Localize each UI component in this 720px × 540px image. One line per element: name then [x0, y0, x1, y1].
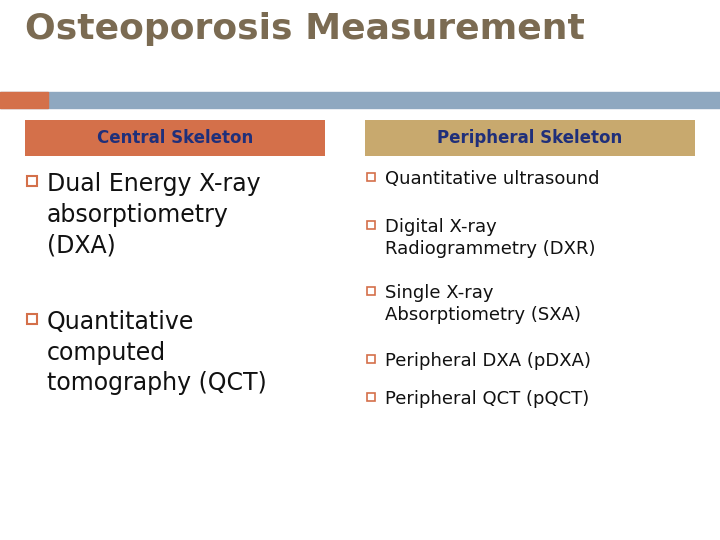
Bar	[27, 176, 37, 186]
Bar	[367, 393, 375, 401]
Bar	[27, 314, 37, 324]
Text: Osteoporosis Measurement: Osteoporosis Measurement	[25, 12, 585, 46]
Bar	[367, 173, 375, 181]
Bar	[0, 92, 720, 108]
Text: Quantitative ultrasound: Quantitative ultrasound	[385, 170, 600, 188]
Text: Digital X-ray
Radiogrammetry (DXR): Digital X-ray Radiogrammetry (DXR)	[385, 218, 595, 258]
Bar	[367, 287, 375, 295]
Bar	[367, 221, 375, 229]
Text: Peripheral QCT (pQCT): Peripheral QCT (pQCT)	[385, 390, 589, 408]
Text: Peripheral Skeleton: Peripheral Skeleton	[437, 129, 623, 147]
Text: Quantitative
computed
tomography (QCT): Quantitative computed tomography (QCT)	[47, 310, 266, 395]
FancyBboxPatch shape	[365, 120, 695, 156]
Text: Single X-ray
Absorptiometry (SXA): Single X-ray Absorptiometry (SXA)	[385, 284, 581, 324]
Bar	[0, 92, 48, 108]
Bar	[367, 355, 375, 363]
Text: Peripheral DXA (pDXA): Peripheral DXA (pDXA)	[385, 352, 591, 370]
Text: Dual Energy X-ray
absorptiometry
(DXA): Dual Energy X-ray absorptiometry (DXA)	[47, 172, 261, 257]
Text: Central Skeleton: Central Skeleton	[97, 129, 253, 147]
FancyBboxPatch shape	[25, 120, 325, 156]
